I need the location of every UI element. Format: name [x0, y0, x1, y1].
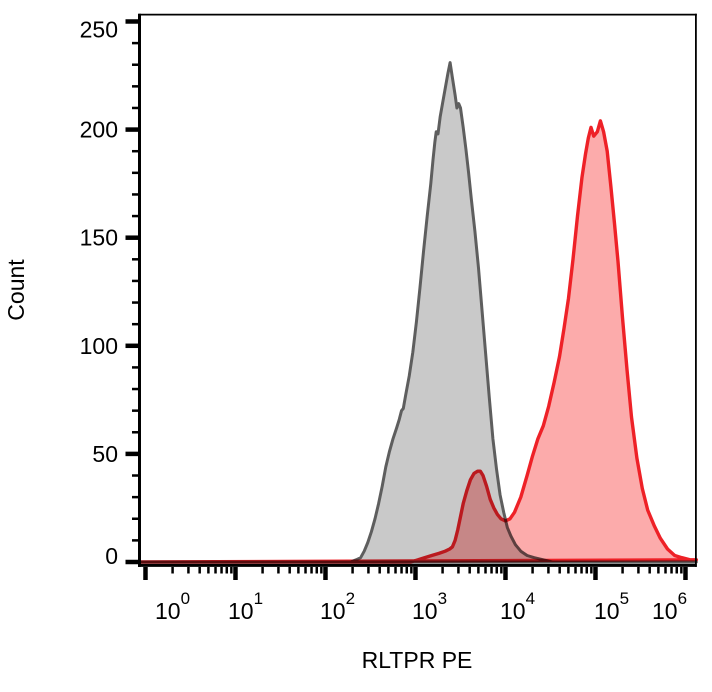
x-tick-label: 103	[412, 589, 447, 624]
ticks-group	[125, 19, 688, 580]
x-tick-label: 100	[155, 589, 190, 624]
x-tick-label: 102	[320, 589, 355, 624]
y-tick-label: 200	[80, 117, 118, 143]
y-axis-title: Count	[3, 259, 29, 321]
y-tick-label: 0	[105, 543, 118, 569]
y-tick-label: 50	[92, 441, 118, 467]
y-tick-label: 250	[80, 17, 118, 43]
x-axis-title: RLTPR PE	[362, 647, 473, 673]
gray-histogram-curve	[138, 61, 698, 564]
x-tick-label: 105	[594, 589, 629, 624]
series-group	[138, 61, 698, 564]
x-tick-label: 106	[652, 589, 687, 624]
y-tick-label: 150	[80, 225, 118, 251]
x-tick-label: 101	[228, 589, 263, 624]
y-tick-label: 100	[80, 333, 118, 359]
red-histogram-curve	[138, 119, 698, 564]
x-tick-label: 104	[500, 589, 535, 624]
plot-frame	[138, 13, 697, 567]
